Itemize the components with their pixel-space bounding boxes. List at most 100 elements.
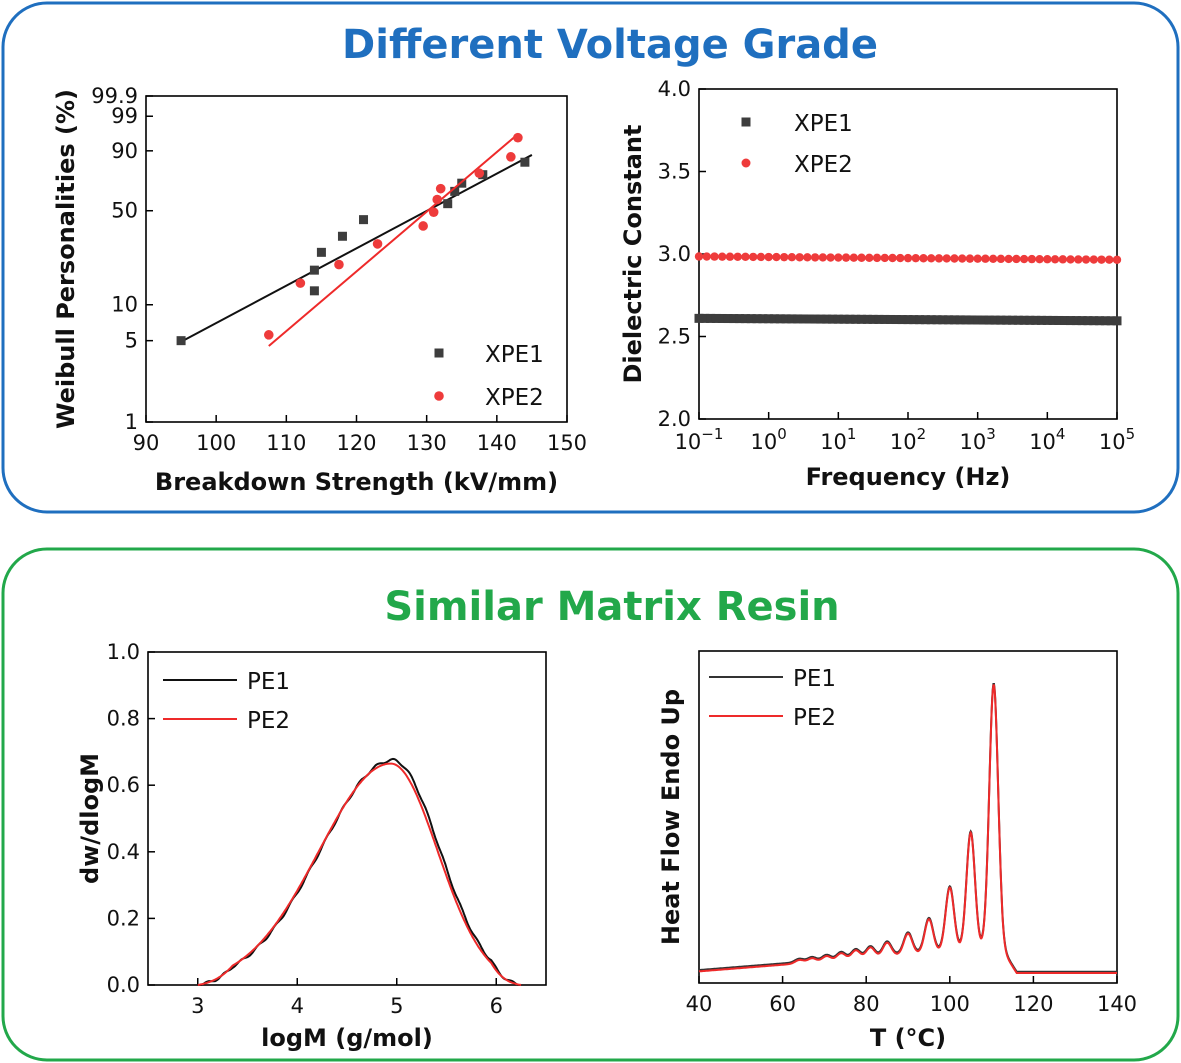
xpe2-point <box>1043 255 1052 264</box>
legend-label: PE2 <box>793 705 836 731</box>
xpe2-point <box>418 221 428 231</box>
xpe2-point <box>432 194 442 205</box>
xpe1-point <box>316 247 326 257</box>
xpe2-point <box>772 252 781 262</box>
bottom-panel-frame <box>1 547 1180 1062</box>
xpe2-point <box>818 253 828 262</box>
xpe1-point <box>1112 316 1122 326</box>
xpe1-point <box>1002 315 1012 325</box>
x-axis-title: Frequency (Hz) <box>806 463 1011 491</box>
xpe1-point <box>1042 315 1052 325</box>
legend-label: PE2 <box>247 708 290 734</box>
xpe2-point <box>428 207 439 217</box>
xpe1-point <box>1100 316 1110 326</box>
xpe1-point <box>996 315 1006 325</box>
x-tick-label: 104 <box>1029 425 1065 454</box>
xpe2-point <box>372 239 383 249</box>
xpe2-point <box>903 253 913 263</box>
xpe2-point <box>950 254 959 263</box>
xpe1-point <box>845 314 855 324</box>
xpe1-point <box>886 314 896 324</box>
mwd-plot-frame <box>147 651 547 986</box>
xpe2-point <box>1112 255 1122 264</box>
xpe2-point <box>911 253 920 263</box>
xpe1-point <box>735 314 745 324</box>
xpe2-point <box>787 253 797 262</box>
legend-marker <box>741 117 751 127</box>
x-tick-label: 102 <box>890 425 926 454</box>
xpe1-point <box>746 314 756 324</box>
xpe1-point <box>880 314 890 324</box>
legend-label: PE1 <box>793 666 836 692</box>
xpe1-point <box>1008 315 1017 325</box>
xpe1-point <box>337 231 347 241</box>
xpe2-point <box>779 252 789 262</box>
xpe2-point <box>1081 255 1091 264</box>
xpe2-point <box>513 132 523 143</box>
x-tick-label: 100 <box>196 431 236 455</box>
xpe1-point <box>804 314 814 324</box>
x-tick-label: 103 <box>960 425 996 454</box>
x-tick-label: 130 <box>407 431 447 455</box>
x-tick-label: 140 <box>477 431 517 455</box>
xpe1-point <box>740 314 750 324</box>
xpe1-point <box>1066 316 1076 326</box>
xpe1-point <box>1071 316 1081 326</box>
xpe1-point <box>967 315 977 325</box>
y-tick-label: 0.8 <box>107 707 140 731</box>
xpe2-point <box>934 254 944 263</box>
xpe2-point <box>927 254 936 263</box>
xpe1-point <box>1031 315 1041 325</box>
xpe1-point <box>868 314 878 324</box>
x-tick-label: 4 <box>291 994 304 1018</box>
xpe2-point <box>942 254 951 263</box>
xpe1-point <box>711 313 721 323</box>
xpe1-point <box>1037 315 1047 325</box>
xpe2-point <box>834 253 843 262</box>
xpe2-point <box>1105 255 1114 264</box>
x-tick-label: 60 <box>769 992 796 1016</box>
xpe2-point <box>965 254 975 263</box>
xpe2-point <box>748 252 758 262</box>
xpe1-point <box>851 314 861 324</box>
xpe2-point <box>857 253 866 262</box>
xpe1-point <box>978 315 988 325</box>
xpe1-point <box>949 315 959 325</box>
x-axis-title: logM (g/mol) <box>261 1024 433 1052</box>
xpe2-point <box>718 252 727 261</box>
xpe2-point <box>988 254 998 263</box>
y-tick-label: 50 <box>111 199 138 223</box>
xpe1-point <box>1025 315 1035 325</box>
xpe1-point <box>520 157 530 167</box>
xpe2-point <box>1066 255 1075 264</box>
xpe1-fit-line <box>180 154 533 343</box>
xpe1-point <box>926 315 936 325</box>
xpe1-point <box>891 315 901 325</box>
xpe2-point <box>1035 254 1044 264</box>
xpe2-point <box>435 183 446 194</box>
xpe2-point <box>957 254 967 263</box>
xpe1-point <box>822 314 832 324</box>
xpe2-point <box>981 254 990 263</box>
xpe1-point <box>359 215 369 225</box>
xpe1-point <box>833 314 843 324</box>
xpe1-point <box>450 186 460 196</box>
xpe1-point <box>938 315 948 325</box>
x-tick-label: 90 <box>133 431 160 455</box>
xpe2-point <box>741 252 750 262</box>
top-panel-frame <box>1 1 1180 514</box>
y-axis-title: Heat Flow Endo Up <box>657 689 685 945</box>
xpe1-point <box>176 336 186 346</box>
xpe1-point <box>775 314 785 324</box>
xpe2-point <box>733 252 742 261</box>
xpe1-point <box>990 315 1000 325</box>
dsc-chart: 40 60 80 100 120 140 T (°C) Heat Flow Endo Up PE… <box>657 650 1137 1052</box>
y-tick-label: 0.2 <box>107 906 140 930</box>
xpe1-point <box>944 315 954 325</box>
x-tick-label: 101 <box>820 425 856 454</box>
xpe1-point <box>862 314 872 324</box>
xpe1-point <box>1095 316 1105 326</box>
xpe1-point <box>1083 316 1093 326</box>
